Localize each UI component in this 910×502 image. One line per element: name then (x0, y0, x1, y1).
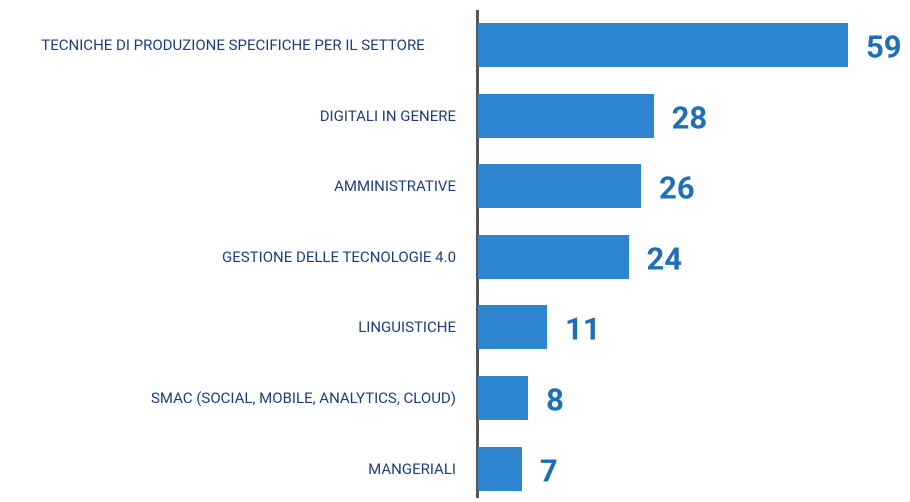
bar (478, 164, 642, 209)
bar (478, 23, 848, 67)
bar (478, 446, 522, 491)
value-label: 28 (671, 99, 708, 137)
category-label: GESTIONE DELLE TECNOLOGIE 4.0 (222, 247, 456, 266)
axis-line (476, 10, 479, 498)
bar (478, 376, 529, 420)
value-label: 7 (539, 452, 558, 490)
category-label: DIGITALI IN GENERE (319, 106, 456, 125)
category-label: AMMINISTRATIVE (334, 177, 456, 196)
category-label: TECNICHE DI PRODUZIONE SPECIFICHE PER IL… (41, 36, 425, 54)
category-label: MANGERIALI (368, 459, 456, 478)
value-label: 26 (659, 169, 695, 207)
value-label: 24 (646, 240, 683, 278)
bar (478, 93, 654, 138)
category-label: SMAC (SOCIAL, MOBILE, ANALYTICS, CLOUD) (150, 389, 456, 407)
value-label: 8 (546, 381, 564, 419)
bar (478, 305, 547, 350)
value-label: 59 (866, 28, 902, 66)
bar (478, 234, 629, 279)
category-label: LINGUISTICHE (358, 318, 456, 337)
value-label: 11 (564, 310, 601, 348)
